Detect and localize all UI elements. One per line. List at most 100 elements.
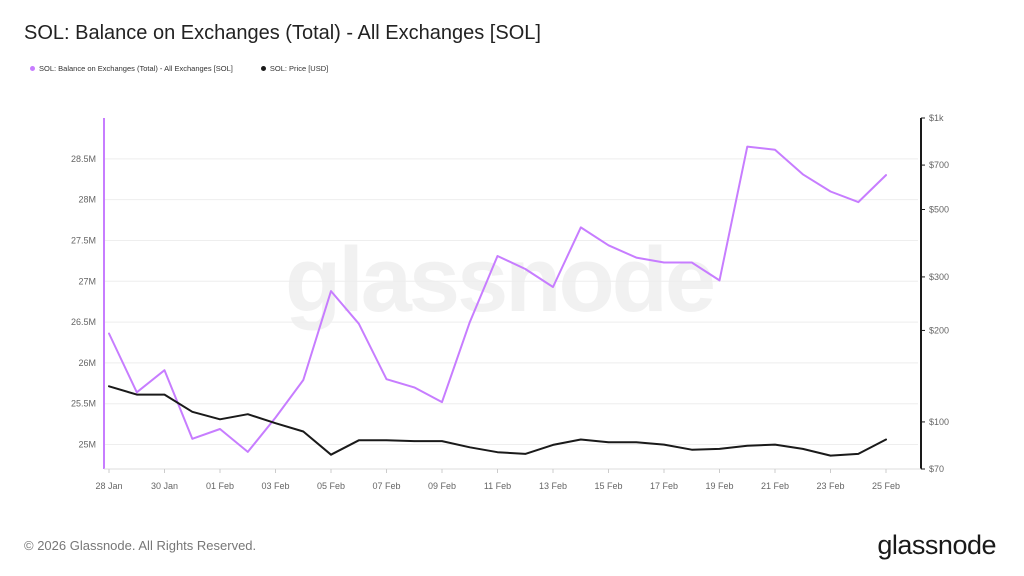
y-right-tick-label: $300 xyxy=(929,272,949,282)
legend-label-price: SOL: Price [USD] xyxy=(269,64,329,73)
footer-copyright: © 2026 Glassnode. All Rights Reserved. xyxy=(24,538,257,553)
data-point-balance xyxy=(302,379,304,381)
data-point-price xyxy=(663,444,665,446)
data-point-price xyxy=(552,444,554,446)
data-point-price xyxy=(330,454,332,456)
data-point-balance xyxy=(413,386,415,388)
x-tick-label: 11 Feb xyxy=(484,481,511,491)
y-left-tick-label: 27.5M xyxy=(71,235,96,245)
data-point-balance xyxy=(635,257,637,259)
y-right-tick-label: $200 xyxy=(929,325,949,335)
data-point-price xyxy=(275,422,276,424)
data-point-balance xyxy=(552,286,554,288)
y-right-tick-label: $500 xyxy=(929,204,949,214)
y-left-tick-label: 28M xyxy=(78,195,96,205)
data-point-balance xyxy=(164,369,165,371)
data-point-price xyxy=(857,453,859,455)
data-point-balance xyxy=(802,173,804,175)
legend-label-balance: SOL: Balance on Exchanges (Total) - All … xyxy=(39,64,233,73)
data-point-balance xyxy=(719,279,720,281)
series-line-balance xyxy=(108,145,887,453)
data-point-balance xyxy=(136,391,138,393)
data-point-price xyxy=(830,455,831,457)
data-point-price xyxy=(608,441,609,443)
legend: SOL: Balance on Exchanges (Total) - All … xyxy=(30,64,328,73)
x-tick-label: 01 Feb xyxy=(206,481,234,491)
data-point-price xyxy=(774,444,776,446)
data-point-balance xyxy=(358,323,360,325)
data-point-price xyxy=(719,448,720,450)
y-right-tick-label: $1k xyxy=(929,113,944,123)
data-point-price xyxy=(358,439,360,441)
x-tick-label: 05 Feb xyxy=(317,481,345,491)
data-point-balance xyxy=(524,268,526,270)
data-point-price xyxy=(219,418,221,420)
x-tick-label: 13 Feb xyxy=(539,481,567,491)
data-point-balance xyxy=(441,401,443,403)
y-left-tick-label: 25M xyxy=(78,440,96,450)
y-right-tick-label: $100 xyxy=(929,417,949,427)
legend-dot-balance xyxy=(30,66,35,71)
x-tick-label: 17 Feb xyxy=(650,481,678,491)
data-point-balance xyxy=(330,290,332,292)
x-tick-label: 07 Feb xyxy=(372,481,400,491)
watermark-logo: glassnode xyxy=(285,229,716,331)
data-point-balance xyxy=(219,428,221,430)
data-point-price xyxy=(386,439,387,441)
data-point-price xyxy=(469,446,471,448)
y-right-tick-label: $700 xyxy=(929,160,949,170)
y-left-tick-label: 26M xyxy=(78,358,96,368)
x-tick-label: 03 Feb xyxy=(261,481,289,491)
data-point-price xyxy=(413,440,415,442)
data-point-price xyxy=(302,431,304,433)
data-point-price xyxy=(247,413,249,415)
x-tick-label: 25 Feb xyxy=(872,481,900,491)
x-tick-label: 15 Feb xyxy=(594,481,622,491)
legend-item-price[interactable]: SOL: Price [USD] xyxy=(260,64,329,73)
data-point-balance xyxy=(247,451,249,453)
data-point-price xyxy=(441,440,443,442)
data-point-balance xyxy=(386,378,387,380)
data-point-balance xyxy=(191,438,193,440)
x-tick-label: 21 Feb xyxy=(761,481,789,491)
data-point-balance xyxy=(691,261,693,263)
data-point-price xyxy=(691,449,693,451)
data-point-balance xyxy=(469,321,471,323)
data-point-price xyxy=(191,411,193,413)
data-point-balance xyxy=(746,146,748,148)
x-tick-label: 19 Feb xyxy=(705,481,733,491)
y-left-tick-label: 28.5M xyxy=(71,154,96,164)
data-point-price xyxy=(885,439,887,441)
x-tick-label: 28 Jan xyxy=(95,481,122,491)
data-point-balance xyxy=(108,332,110,334)
y-left-tick-label: 26.5M xyxy=(71,317,96,327)
data-point-balance xyxy=(497,255,498,257)
data-point-balance xyxy=(275,417,276,419)
data-point-price xyxy=(164,394,165,396)
y-left-tick-label: 25.5M xyxy=(71,399,96,409)
series-line-price xyxy=(108,385,887,457)
data-point-price xyxy=(580,439,582,441)
data-point-balance xyxy=(774,149,776,151)
data-point-price xyxy=(524,453,526,455)
glassnode-logo: glassnode xyxy=(877,530,996,560)
data-point-price xyxy=(497,451,498,453)
legend-dot-price xyxy=(260,66,266,71)
data-point-balance xyxy=(830,190,831,192)
data-point-price xyxy=(635,441,637,443)
data-point-balance xyxy=(857,201,859,203)
y-left-tick-label: 27M xyxy=(78,276,96,286)
legend-item-balance[interactable]: SOL: Balance on Exchanges (Total) - All … xyxy=(30,64,233,73)
chart-title: SOL: Balance on Exchanges (Total) - All … xyxy=(24,22,541,44)
data-point-balance xyxy=(663,261,665,263)
data-point-balance xyxy=(580,226,582,228)
data-point-balance xyxy=(885,174,887,176)
data-point-price xyxy=(136,394,138,396)
data-point-price xyxy=(802,448,804,450)
data-point-price xyxy=(108,385,110,387)
y-right-tick-label: $70 xyxy=(929,464,944,474)
x-tick-label: 30 Jan xyxy=(151,481,178,491)
data-point-price xyxy=(746,445,748,447)
x-tick-label: 09 Feb xyxy=(428,481,456,491)
